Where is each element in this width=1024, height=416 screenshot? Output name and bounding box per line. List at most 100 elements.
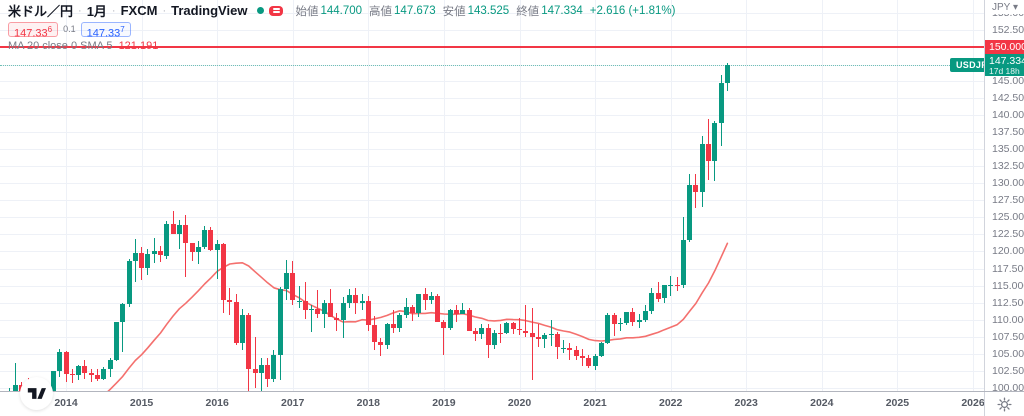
v-gridline bbox=[670, 0, 672, 391]
candle-body bbox=[523, 330, 529, 333]
time-axis[interactable]: 2014 2015 2016 2017 2018 2019 2020 2021 2022 2023… bbox=[0, 391, 1024, 416]
price-tick-label: 110.000 bbox=[992, 313, 1024, 326]
candle-wick bbox=[613, 312, 615, 337]
h-gridline bbox=[0, 200, 984, 202]
candle-body bbox=[712, 122, 718, 161]
horizontal-price-line-150[interactable] bbox=[0, 46, 984, 48]
candle-wick bbox=[462, 303, 464, 315]
candle-body bbox=[88, 372, 94, 376]
candle-wick bbox=[411, 304, 413, 321]
price-tick-label: 112.500 bbox=[992, 296, 1024, 309]
year-tick-label: 2018 bbox=[356, 397, 380, 409]
candle-body bbox=[548, 333, 554, 335]
candle-wick bbox=[8, 388, 10, 391]
market-status-icon[interactable] bbox=[257, 7, 265, 14]
price-tick-label: 142.500 bbox=[992, 92, 1024, 105]
candle-body bbox=[353, 295, 359, 303]
candle-body bbox=[409, 306, 415, 313]
candle-body bbox=[680, 239, 686, 286]
candle-body bbox=[460, 310, 466, 315]
candle-body bbox=[50, 371, 56, 391]
candle-wick bbox=[657, 282, 659, 303]
tradingview-logo-glyph bbox=[27, 388, 46, 399]
candle-body bbox=[202, 230, 208, 248]
price-axis[interactable]: JPY ▾ 155.000152.500145.000142.500140.00… bbox=[984, 0, 1024, 394]
candle-body bbox=[384, 324, 390, 345]
candle-body bbox=[151, 250, 157, 255]
currency-selector[interactable]: JPY ▾ bbox=[985, 0, 1024, 14]
last-price-value: 147.334 bbox=[989, 55, 1024, 68]
candle-body bbox=[479, 327, 485, 334]
symbol-title[interactable]: 米ドル／円 bbox=[8, 4, 74, 19]
year-tick-label: 2015 bbox=[129, 397, 154, 409]
h-gridline bbox=[0, 234, 984, 236]
price-tick-label: 140.000 bbox=[992, 109, 1024, 122]
price-tick-label: 115.000 bbox=[992, 279, 1024, 292]
chevron-down-icon: ▾ bbox=[1012, 2, 1018, 13]
candle-wick bbox=[537, 323, 539, 347]
candle-body bbox=[252, 368, 258, 374]
year-tick-label: 2016 bbox=[205, 397, 229, 409]
symbol-tag-pill: USDJPY bbox=[950, 58, 984, 73]
tradingview-logo[interactable] bbox=[20, 377, 53, 410]
candle-body bbox=[365, 301, 371, 325]
gear-icon[interactable] bbox=[997, 397, 1012, 412]
candle-body bbox=[359, 301, 365, 303]
price-tick-label: 120.000 bbox=[992, 245, 1024, 258]
candle-body bbox=[454, 310, 459, 315]
platform-label[interactable]: TradingView bbox=[171, 3, 248, 18]
candle-body bbox=[435, 295, 441, 322]
candle-body bbox=[107, 359, 113, 369]
candle-body bbox=[95, 375, 100, 379]
h-gridline bbox=[0, 183, 984, 185]
candle-body bbox=[113, 322, 119, 360]
v-gridline bbox=[368, 0, 370, 391]
h-gridline bbox=[0, 98, 984, 100]
h-gridline bbox=[0, 115, 984, 117]
v-gridline bbox=[897, 0, 899, 391]
price-tick-label: 145.000 bbox=[992, 75, 1024, 88]
candle-body bbox=[472, 331, 478, 334]
candle-body bbox=[504, 323, 510, 334]
indicator-row[interactable]: MA 20 close 0 SMA 5 121.191 bbox=[8, 39, 675, 52]
candle-body bbox=[636, 319, 642, 322]
candle-body bbox=[706, 144, 711, 161]
candle-wick bbox=[254, 336, 256, 388]
candle-body bbox=[265, 364, 271, 379]
candle-body bbox=[592, 355, 598, 366]
sell-button[interactable]: 147.336 bbox=[8, 21, 59, 39]
close-value: 147.334 bbox=[541, 4, 583, 17]
candle-body bbox=[208, 230, 214, 251]
list-icon[interactable] bbox=[269, 5, 284, 16]
candle-body bbox=[176, 224, 182, 235]
candle-body bbox=[195, 247, 201, 253]
year-tick-label: 2024 bbox=[810, 397, 834, 409]
symbol-row[interactable]: 米ドル／円 · 1月 · FXCM · TradingView 始値 144.70… bbox=[8, 3, 676, 19]
candle-body bbox=[63, 351, 69, 375]
candle-body bbox=[221, 243, 226, 300]
candle-body bbox=[554, 333, 560, 348]
price-tick-label: 122.500 bbox=[992, 228, 1024, 241]
candle-body bbox=[13, 385, 19, 391]
chart-plot-area[interactable]: USDJPY bbox=[0, 0, 984, 391]
buy-button[interactable]: 147.337 bbox=[80, 21, 131, 39]
candle-body bbox=[76, 365, 82, 376]
candle-body bbox=[239, 314, 245, 344]
candle-body bbox=[491, 332, 497, 345]
h-gridline bbox=[0, 353, 984, 355]
candle-body bbox=[101, 368, 107, 379]
candle-wick bbox=[185, 215, 187, 278]
interval-label[interactable]: 1月 bbox=[86, 4, 107, 19]
candle-wick bbox=[317, 289, 319, 319]
candle-wick bbox=[97, 368, 98, 381]
candle-body bbox=[397, 314, 403, 328]
candle-body bbox=[498, 332, 504, 334]
candle-wick bbox=[304, 282, 306, 319]
candle-body bbox=[693, 185, 699, 193]
candle-body bbox=[605, 314, 611, 343]
year-tick-label: 2014 bbox=[54, 397, 78, 409]
candle-body bbox=[284, 272, 289, 289]
candle-wick bbox=[550, 320, 552, 347]
price-tick-label: 130.000 bbox=[992, 177, 1024, 190]
axis-settings-corner[interactable] bbox=[984, 392, 1024, 416]
